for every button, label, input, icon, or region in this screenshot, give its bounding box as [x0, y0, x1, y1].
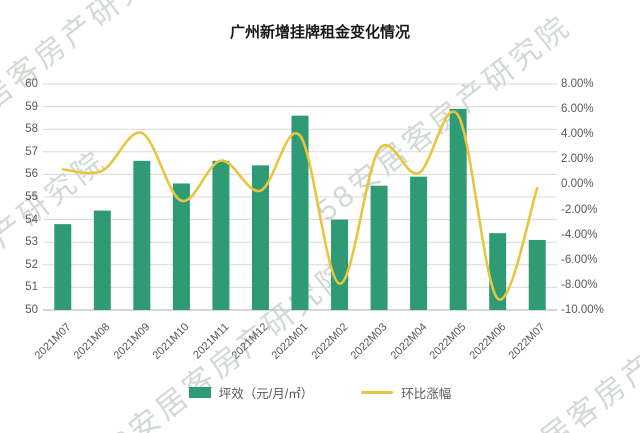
right-axis-tick: 8.00% — [561, 78, 594, 90]
right-axis-tick: 6.00% — [561, 103, 594, 116]
right-axis-tick: -10.00% — [561, 304, 604, 316]
left-axis-tick: 51 — [25, 281, 38, 294]
left-axis-tick: 50 — [25, 304, 38, 316]
bar-2022M01 — [291, 115, 309, 310]
bar-2022M02 — [331, 219, 349, 310]
bar-2022M04 — [410, 176, 428, 310]
left-axis-tick: 57 — [25, 145, 38, 158]
left-axis-tick: 53 — [25, 236, 38, 249]
bar-2021M12 — [251, 165, 269, 310]
bar-2021M07 — [54, 224, 72, 310]
legend-label-bar-series: 坪效（元/月/㎡） — [218, 387, 314, 401]
bar-2022M07 — [528, 239, 546, 310]
left-axis-tick: 58 — [25, 123, 38, 136]
right-axis-tick: 2.00% — [561, 153, 594, 166]
left-axis-tick: 55 — [25, 191, 38, 203]
chart-title: 广州新增挂牌租金变化情况 — [229, 24, 410, 41]
bar-2021M08 — [93, 210, 111, 310]
bar-2022M03 — [370, 185, 388, 310]
right-axis-tick: 0.00% — [561, 178, 594, 191]
right-axis-tick: 4.00% — [561, 128, 594, 141]
line-series-swatch-icon — [361, 391, 394, 394]
left-axis-tick: 54 — [25, 213, 38, 226]
legend-item-line-series: 环比涨幅 — [361, 383, 451, 402]
legend: 坪效（元/月/㎡） 环比涨幅 — [0, 383, 640, 402]
legend-label-line-series: 环比涨幅 — [401, 387, 452, 401]
left-axis-tick: 56 — [25, 168, 38, 181]
right-axis-tick: -4.00% — [561, 228, 598, 241]
bar-2021M11 — [212, 160, 230, 310]
left-axis-tick: 60 — [25, 78, 38, 90]
bar-2021M09 — [133, 160, 151, 310]
right-axis-tick: -2.00% — [561, 203, 598, 216]
left-axis-tick: 59 — [25, 100, 38, 113]
right-axis-tick: -8.00% — [561, 278, 598, 291]
bar-2022M05 — [449, 108, 467, 310]
legend-item-bar-series: 坪效（元/月/㎡） — [188, 383, 314, 402]
mom-change-line — [61, 110, 539, 301]
bar-2021M10 — [172, 183, 190, 310]
bar-series-swatch-icon — [188, 387, 211, 398]
left-axis-tick: 52 — [25, 258, 38, 271]
right-axis-tick: -6.00% — [561, 253, 598, 266]
